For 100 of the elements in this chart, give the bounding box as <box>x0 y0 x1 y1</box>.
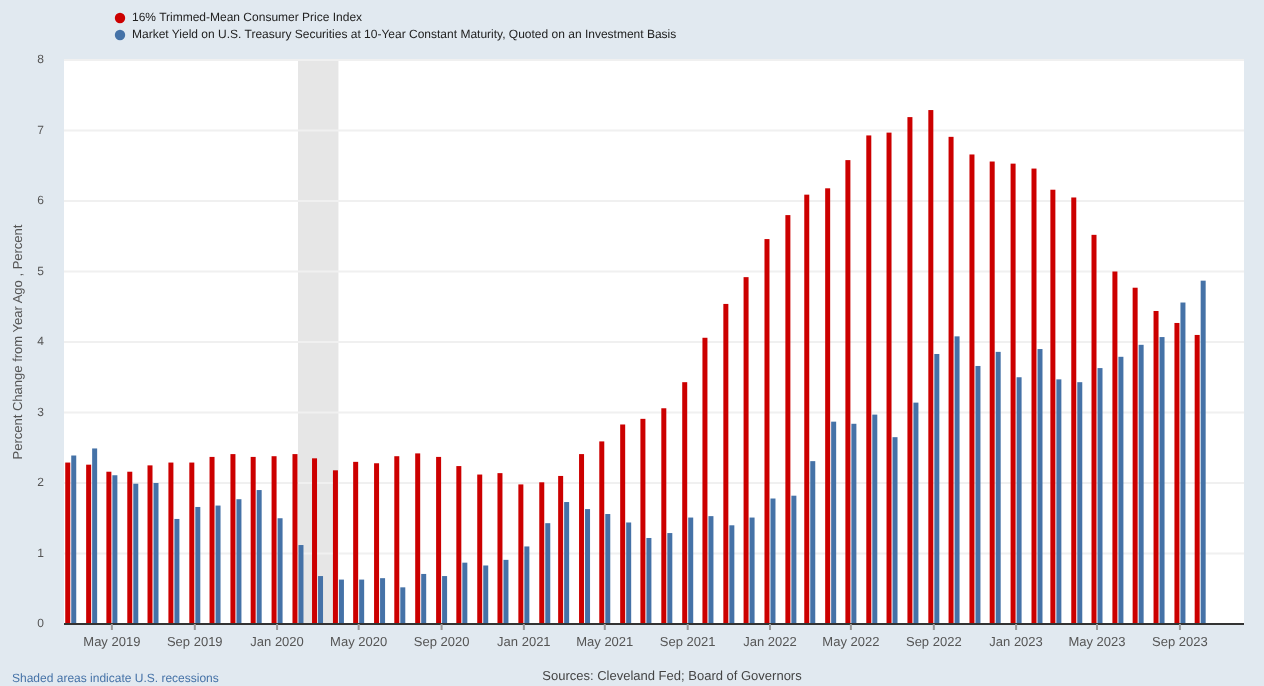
bar <box>708 516 714 624</box>
bar <box>1091 234 1097 624</box>
bar <box>106 471 112 624</box>
bar <box>374 463 380 624</box>
bar <box>503 559 509 624</box>
bar <box>298 545 304 624</box>
bar <box>729 525 735 624</box>
bar <box>585 509 591 624</box>
bar <box>907 117 913 624</box>
bar <box>318 576 324 624</box>
bar <box>969 154 975 624</box>
bar <box>1138 344 1144 624</box>
bar <box>702 337 708 624</box>
bar <box>112 475 118 624</box>
bar <box>256 490 262 624</box>
bar <box>1037 349 1043 624</box>
bar <box>436 456 442 624</box>
bar <box>1031 168 1037 624</box>
bar <box>250 456 256 624</box>
bar <box>168 462 174 624</box>
bar <box>605 514 611 624</box>
bar <box>1118 356 1124 624</box>
bar <box>661 408 667 624</box>
bar <box>312 458 318 624</box>
bar <box>86 464 92 624</box>
bar <box>1132 287 1138 624</box>
bar <box>518 484 524 624</box>
bar <box>640 418 646 624</box>
bar <box>872 414 878 624</box>
bar <box>147 465 153 624</box>
bar <box>886 132 892 624</box>
bar <box>564 502 570 624</box>
bar <box>1174 322 1180 624</box>
bar <box>770 498 776 624</box>
bar <box>1194 334 1200 624</box>
bar <box>442 576 448 624</box>
bar <box>497 473 503 624</box>
bar <box>421 573 427 624</box>
bar <box>831 421 837 624</box>
bar <box>127 471 133 624</box>
bar <box>65 462 71 624</box>
bar <box>545 523 551 624</box>
bar <box>415 453 421 624</box>
bar <box>394 456 400 624</box>
bar <box>791 495 797 624</box>
bar <box>810 461 816 624</box>
bar <box>948 136 954 624</box>
bar <box>825 188 831 624</box>
bar <box>456 466 462 624</box>
bar <box>174 518 180 624</box>
bar <box>153 483 159 624</box>
bar <box>1180 302 1186 624</box>
bar <box>230 454 236 624</box>
bar <box>1010 163 1016 624</box>
bar <box>359 579 365 624</box>
bar <box>1056 379 1062 624</box>
bar <box>743 277 749 624</box>
bar <box>1016 377 1022 624</box>
bar <box>667 533 673 624</box>
bar <box>1153 310 1159 624</box>
bar <box>626 522 632 624</box>
bar <box>271 456 277 624</box>
bar <box>620 424 626 624</box>
bar <box>1159 337 1165 624</box>
bar <box>764 239 770 624</box>
bar <box>524 546 530 624</box>
bar <box>1200 280 1206 624</box>
bar <box>845 160 851 624</box>
bar <box>646 537 652 624</box>
bar <box>892 437 898 624</box>
bar <box>483 565 489 624</box>
bar <box>195 506 201 624</box>
bar <box>215 505 221 624</box>
bar <box>975 365 981 624</box>
bar <box>1071 197 1077 624</box>
bar <box>954 336 960 624</box>
bar <box>579 454 585 624</box>
bar <box>866 135 872 624</box>
bar <box>995 351 1001 624</box>
bar <box>599 441 605 624</box>
bar <box>92 448 98 624</box>
bar <box>292 454 298 624</box>
bar <box>934 353 940 624</box>
bar <box>1077 382 1083 624</box>
bar <box>277 518 283 624</box>
bar <box>189 462 195 624</box>
bar <box>462 562 468 624</box>
bar <box>539 482 545 624</box>
bar <box>236 499 242 624</box>
bar <box>688 517 694 624</box>
bar <box>785 215 791 624</box>
bar <box>749 517 755 624</box>
bar <box>928 110 934 624</box>
bar <box>209 456 215 624</box>
bar <box>682 382 688 624</box>
bar <box>1050 189 1056 624</box>
bar <box>851 423 857 624</box>
bar <box>71 455 77 624</box>
bar <box>1112 271 1118 624</box>
bar <box>804 194 810 624</box>
